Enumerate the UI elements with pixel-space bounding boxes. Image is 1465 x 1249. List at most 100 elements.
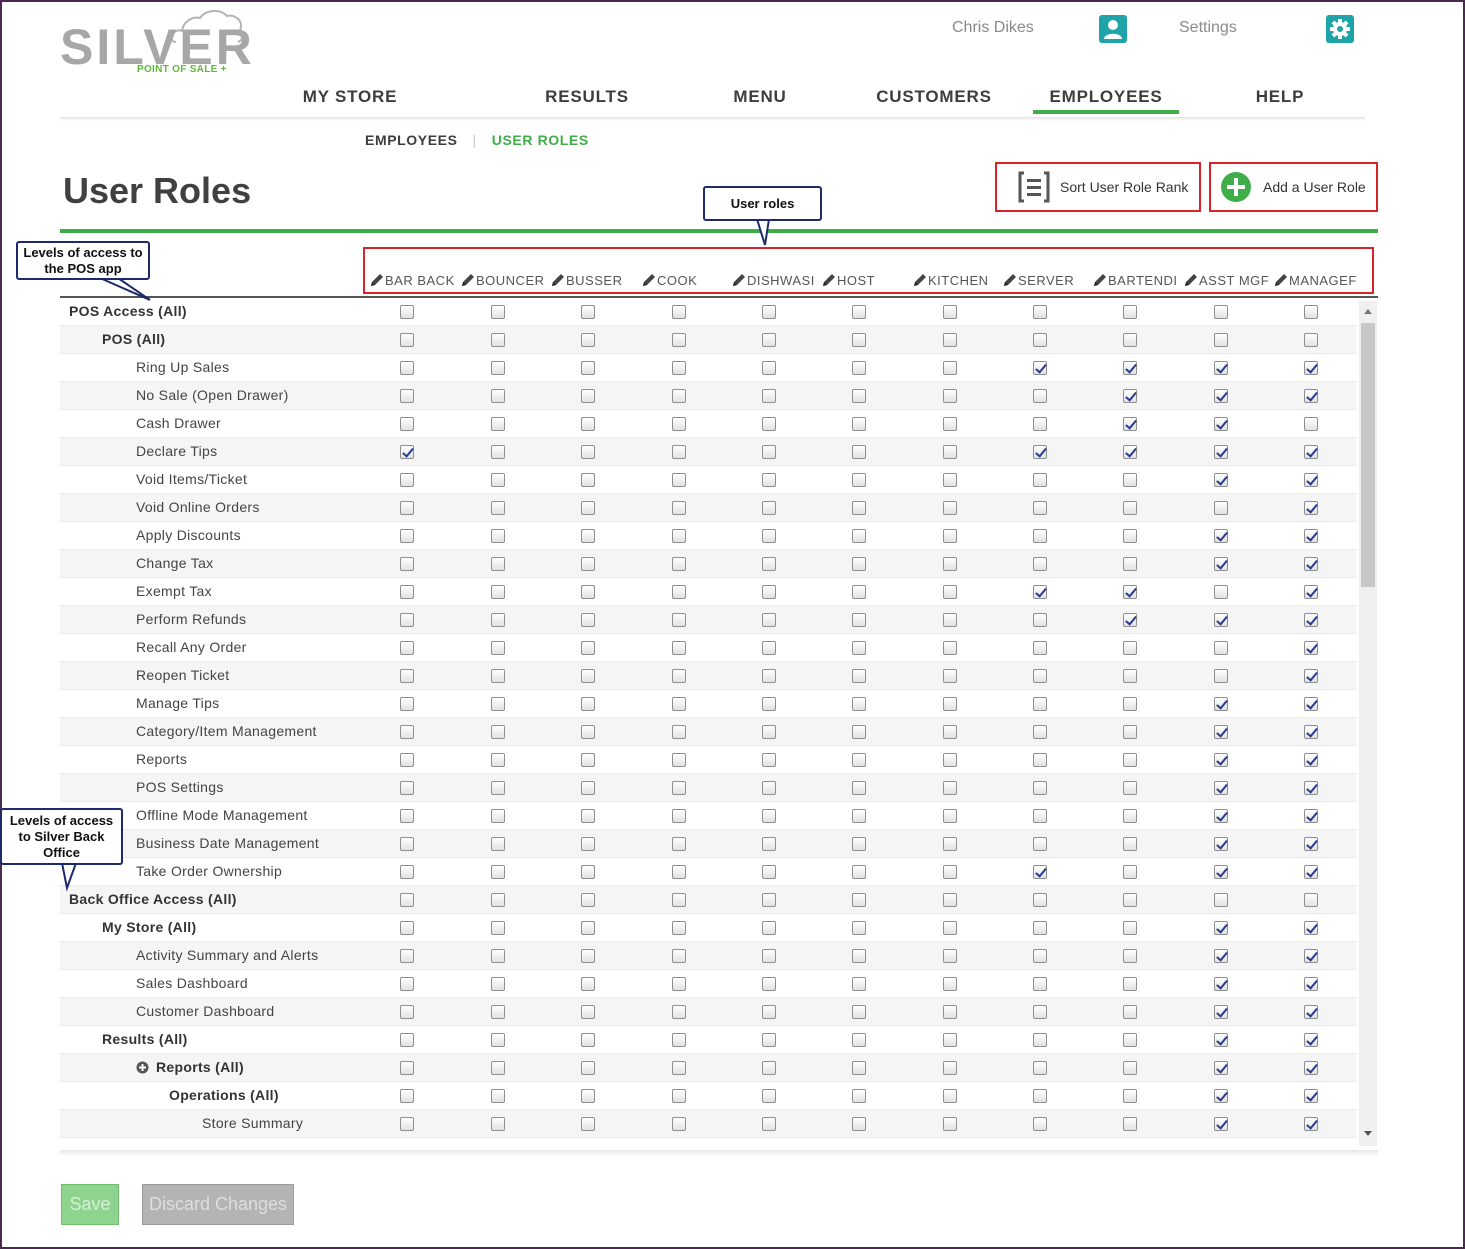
- permission-checkbox[interactable]: [762, 781, 776, 795]
- permission-checkbox[interactable]: [491, 473, 505, 487]
- permission-checkbox[interactable]: [852, 361, 866, 375]
- discard-changes-button[interactable]: Discard Changes: [142, 1184, 294, 1225]
- permission-checkbox[interactable]: [400, 333, 414, 347]
- permission-checkbox[interactable]: [491, 1005, 505, 1019]
- permission-checkbox[interactable]: [1123, 333, 1137, 347]
- permission-checkbox[interactable]: [943, 389, 957, 403]
- permission-checkbox[interactable]: [762, 753, 776, 767]
- permission-checkbox[interactable]: [400, 529, 414, 543]
- permission-checkbox[interactable]: [672, 837, 686, 851]
- permission-checkbox[interactable]: [581, 753, 595, 767]
- permission-checkbox[interactable]: [1304, 305, 1318, 319]
- permission-checkbox[interactable]: [491, 893, 505, 907]
- settings-link[interactable]: Settings: [1179, 19, 1237, 36]
- permission-checkbox[interactable]: [762, 417, 776, 431]
- permission-checkbox[interactable]: [1123, 809, 1137, 823]
- permission-checkbox[interactable]: [852, 417, 866, 431]
- permission-checkbox[interactable]: [1214, 781, 1228, 795]
- permission-checkbox[interactable]: [672, 641, 686, 655]
- permission-checkbox[interactable]: [762, 1005, 776, 1019]
- permission-checkbox[interactable]: [400, 417, 414, 431]
- role-header[interactable]: BOUNCER: [460, 270, 552, 290]
- permission-checkbox[interactable]: [491, 445, 505, 459]
- permission-checkbox[interactable]: [1304, 1089, 1318, 1103]
- permission-checkbox[interactable]: [672, 1005, 686, 1019]
- permission-checkbox[interactable]: [1214, 305, 1228, 319]
- permission-checkbox[interactable]: [1214, 613, 1228, 627]
- permission-checkbox[interactable]: [1033, 977, 1047, 991]
- permission-checkbox[interactable]: [943, 1061, 957, 1075]
- permission-checkbox[interactable]: [762, 697, 776, 711]
- permission-checkbox[interactable]: [1123, 1061, 1137, 1075]
- permission-checkbox[interactable]: [943, 753, 957, 767]
- permission-checkbox[interactable]: [1033, 333, 1047, 347]
- permission-checkbox[interactable]: [852, 641, 866, 655]
- permission-checkbox[interactable]: [1214, 501, 1228, 515]
- permission-checkbox[interactable]: [1214, 669, 1228, 683]
- permission-checkbox[interactable]: [400, 977, 414, 991]
- permission-checkbox[interactable]: [672, 921, 686, 935]
- permission-checkbox[interactable]: [1123, 753, 1137, 767]
- permission-checkbox[interactable]: [852, 1089, 866, 1103]
- permission-checkbox[interactable]: [852, 809, 866, 823]
- permission-checkbox[interactable]: [581, 641, 595, 655]
- permission-checkbox[interactable]: [581, 697, 595, 711]
- permission-checkbox[interactable]: [1123, 389, 1137, 403]
- permission-checkbox[interactable]: [400, 697, 414, 711]
- permission-checkbox[interactable]: [762, 1033, 776, 1047]
- permission-checkbox[interactable]: [1033, 585, 1047, 599]
- permission-checkbox[interactable]: [491, 305, 505, 319]
- permission-checkbox[interactable]: [672, 809, 686, 823]
- nav-employees[interactable]: EMPLOYEES: [1049, 87, 1163, 106]
- permission-checkbox[interactable]: [943, 501, 957, 515]
- permission-checkbox[interactable]: [1304, 753, 1318, 767]
- permission-checkbox[interactable]: [1123, 1033, 1137, 1047]
- permission-checkbox[interactable]: [1304, 473, 1318, 487]
- permission-checkbox[interactable]: [852, 865, 866, 879]
- permission-checkbox[interactable]: [581, 501, 595, 515]
- permission-checkbox[interactable]: [581, 305, 595, 319]
- permission-checkbox[interactable]: [762, 977, 776, 991]
- permission-checkbox[interactable]: [943, 1005, 957, 1019]
- permission-checkbox[interactable]: [491, 613, 505, 627]
- permission-checkbox[interactable]: [762, 333, 776, 347]
- permission-checkbox[interactable]: [1033, 1117, 1047, 1131]
- permission-checkbox[interactable]: [1304, 809, 1318, 823]
- permission-checkbox[interactable]: [491, 361, 505, 375]
- permission-checkbox[interactable]: [672, 585, 686, 599]
- permission-checkbox[interactable]: [943, 585, 957, 599]
- permission-checkbox[interactable]: [1123, 977, 1137, 991]
- permission-checkbox[interactable]: [762, 473, 776, 487]
- permission-checkbox[interactable]: [1304, 781, 1318, 795]
- permission-checkbox[interactable]: [762, 585, 776, 599]
- permission-checkbox[interactable]: [1033, 557, 1047, 571]
- permission-checkbox[interactable]: [491, 585, 505, 599]
- permission-checkbox[interactable]: [1123, 669, 1137, 683]
- permission-checkbox[interactable]: [852, 445, 866, 459]
- permission-checkbox[interactable]: [1214, 557, 1228, 571]
- permission-checkbox[interactable]: [1123, 781, 1137, 795]
- permission-checkbox[interactable]: [1033, 753, 1047, 767]
- permission-checkbox[interactable]: [1214, 837, 1228, 851]
- permission-checkbox[interactable]: [1033, 809, 1047, 823]
- pencil-icon[interactable]: [460, 272, 476, 288]
- permission-checkbox[interactable]: [581, 949, 595, 963]
- permission-checkbox[interactable]: [1214, 417, 1228, 431]
- permission-checkbox[interactable]: [1214, 1117, 1228, 1131]
- permission-checkbox[interactable]: [1123, 305, 1137, 319]
- permission-checkbox[interactable]: [1033, 1033, 1047, 1047]
- permission-checkbox[interactable]: [762, 361, 776, 375]
- permission-checkbox[interactable]: [491, 949, 505, 963]
- permission-checkbox[interactable]: [400, 641, 414, 655]
- permission-checkbox[interactable]: [1033, 445, 1047, 459]
- pencil-icon[interactable]: [641, 272, 657, 288]
- permission-checkbox[interactable]: [491, 389, 505, 403]
- permission-checkbox[interactable]: [491, 725, 505, 739]
- permission-checkbox[interactable]: [943, 445, 957, 459]
- permission-checkbox[interactable]: [1304, 697, 1318, 711]
- permission-checkbox[interactable]: [943, 305, 957, 319]
- permission-checkbox[interactable]: [1033, 389, 1047, 403]
- permission-checkbox[interactable]: [491, 1033, 505, 1047]
- permission-checkbox[interactable]: [672, 305, 686, 319]
- permission-checkbox[interactable]: [491, 501, 505, 515]
